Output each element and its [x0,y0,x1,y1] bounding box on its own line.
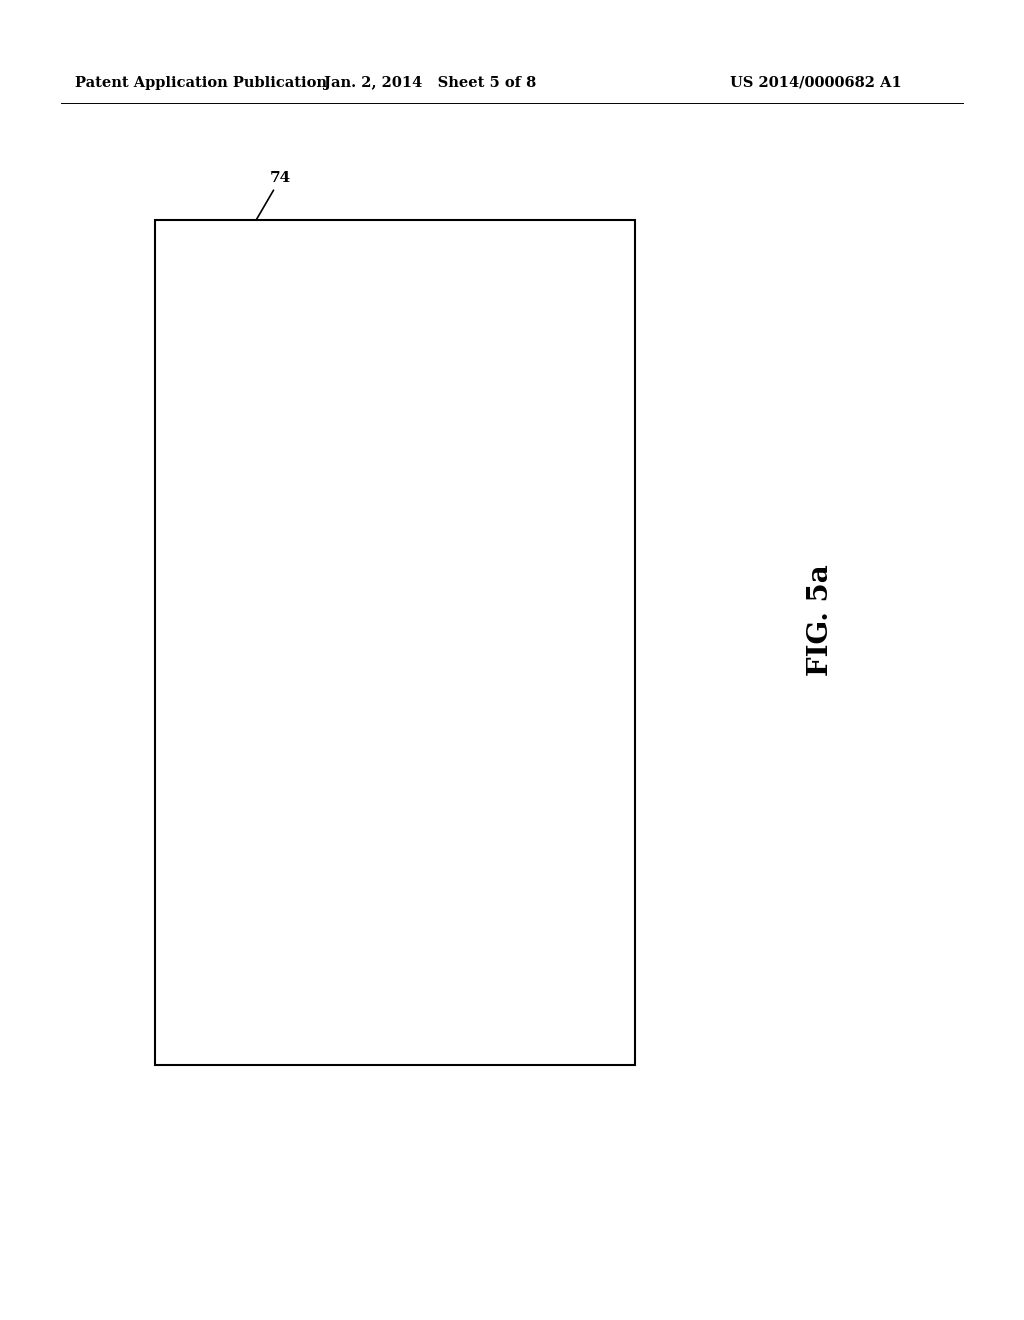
Text: Jan. 2, 2014   Sheet 5 of 8: Jan. 2, 2014 Sheet 5 of 8 [324,77,537,90]
Text: FIG. 5a: FIG. 5a [807,564,834,676]
Text: US 2014/0000682 A1: US 2014/0000682 A1 [730,77,902,90]
Bar [155,220,635,1065]
Text: 74: 74 [256,172,291,219]
Text: Patent Application Publication: Patent Application Publication [75,77,327,90]
